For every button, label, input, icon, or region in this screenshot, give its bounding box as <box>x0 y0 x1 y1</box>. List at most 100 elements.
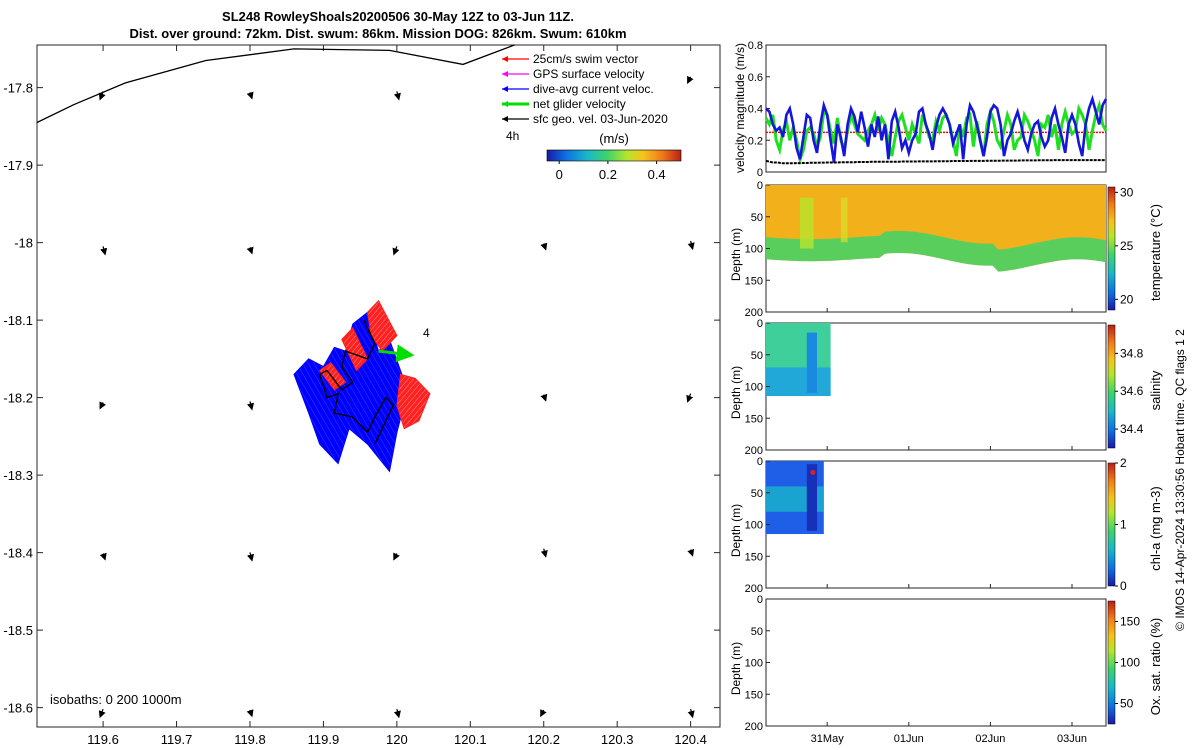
map-frame <box>36 44 721 728</box>
colorbar-tick-label: 25 <box>1120 239 1134 253</box>
map-y-tick-label: -18.4 <box>3 546 33 561</box>
colorbar-tick-label: 0.2 <box>599 167 617 182</box>
velocity-y-ticks: 0 0.2 0.4 0.6 0.8 <box>748 40 770 179</box>
geo-velocity-arrow <box>393 91 401 101</box>
map-x-tick-label: 120.2 <box>527 732 560 747</box>
depth-panel-salinity: 0 50 100 150 200 Depth (m) 34.4 34.6 34.8 salinit… <box>729 318 1163 457</box>
colorbar-salinity <box>1107 324 1116 449</box>
temperature-thermocline <box>766 230 1106 272</box>
time-axis-ticks: 31May 01Jun 02Jun 03Jun <box>811 733 1087 745</box>
colorbar-tick-label: 1 <box>1120 518 1127 532</box>
legend-label: 25cm/s swim vector <box>533 52 638 66</box>
depth-panel-oxygen: 0 50 100 150 200 Depth (m) 50 100 150 Ox. sat. ra… <box>729 594 1163 733</box>
colorbar-temperature <box>1107 186 1116 311</box>
depth-y-tick-label: 50 <box>751 488 763 500</box>
depth-y-tick-label: 150 <box>745 275 763 287</box>
coastline <box>36 44 515 124</box>
salinity-fresh-patch <box>806 332 817 393</box>
depth-panel-frame <box>765 598 1107 727</box>
geo-velocity-arrow <box>98 708 106 719</box>
depth-panel-chla: 0 50 100 150 200 Depth (m) 0 1 2 chl-a (mg m-3) <box>729 456 1163 595</box>
colorbar-tick-label: 0 <box>556 167 563 182</box>
geo-velocity-arrow <box>687 708 695 719</box>
track-map: 119.6 119.7 119.8 119.9 120 120.1 120.2 120.3 12… <box>3 44 721 747</box>
credit-text: © IMOS 14-Apr-2024 13:30:56 Hobart time.… <box>1173 329 1187 631</box>
colorbar-label-chla: chl-a (mg m-3) <box>1148 486 1163 571</box>
depth-y-tick-label: 50 <box>751 350 763 362</box>
geo-velocity-arrow <box>687 548 695 557</box>
geostrophic-velocity-series <box>765 159 1106 165</box>
velocity-y-tick-label: 0.4 <box>748 104 763 116</box>
depth-ylabel: Depth (m) <box>729 366 743 419</box>
legend-arrow-head <box>502 116 508 122</box>
map-y-tick-label: -17.8 <box>3 81 33 96</box>
depth-y-tick-label: 0 <box>757 318 763 330</box>
velocity-y-tick-label: 0.8 <box>748 40 763 52</box>
geo-velocity-arrow <box>540 393 548 402</box>
depth-panel-temperature: 0 50 100 150 200 Depth (m) 20 25 30 temperature (… <box>729 180 1163 319</box>
geo-velocity-arrow <box>687 75 694 84</box>
legend-label: net glider velocity <box>533 97 626 111</box>
depth-y-tick-label: 100 <box>745 520 763 532</box>
temperature-cool-patch <box>840 197 848 243</box>
depth-y-tick-label: 0 <box>757 456 763 468</box>
depth-y-tick-label: 50 <box>751 212 763 224</box>
chla-low-patch <box>806 464 817 531</box>
figure-subtitle: Dist. over ground: 72km. Dist. swum: 86k… <box>129 26 626 41</box>
map-x-tick-label: 120.1 <box>454 732 487 747</box>
geo-velocity-arrow <box>99 552 107 561</box>
depth-y-tick-label: 200 <box>745 445 763 457</box>
geo-velocity-arrow <box>686 393 694 403</box>
map-y-tick-label: -18.2 <box>3 391 33 406</box>
salinity-deep <box>766 367 831 397</box>
time-tick-label: 01Jun <box>894 733 924 745</box>
map-x-tick-label: 119.9 <box>308 732 340 747</box>
colorbar-tick-label: 50 <box>1120 697 1134 711</box>
colorbar-oxygen <box>1107 600 1116 725</box>
swim-vectors <box>396 373 431 430</box>
net-glider-velocity-series <box>764 99 1108 166</box>
depth-ylabel: Depth (m) <box>729 504 743 557</box>
speed-colorbar <box>546 149 682 162</box>
legend-arrow-head <box>502 86 508 92</box>
colorbar-label-salinity: salinity <box>1148 370 1163 410</box>
colorbar-tick-label: 34.4 <box>1120 422 1144 436</box>
depth-y-tick-label: 200 <box>745 721 763 733</box>
colorbar-label-temperature: temperature (°C) <box>1148 204 1163 301</box>
legend-arrow-head <box>502 101 508 107</box>
geo-velocity-arrow <box>393 552 400 561</box>
depth-y-tick-label: 150 <box>745 689 763 701</box>
net-glider-velocity-arrow <box>378 344 415 363</box>
geo-velocity-arrow <box>246 246 254 255</box>
geo-velocity-arrow <box>246 91 254 100</box>
depth-y-tick-label: 200 <box>745 307 763 319</box>
figure-title: SL248 RowleyShoals20200506 30-May 12Z to… <box>222 9 574 24</box>
time-tick-label: 02Jun <box>975 733 1005 745</box>
glider-track-line <box>318 319 395 445</box>
depth-y-tick-label: 150 <box>745 551 763 563</box>
colorbar-tick-label: 0 <box>1120 579 1127 593</box>
swim-vectors <box>318 362 347 391</box>
geostrophic-velocity-arrows <box>98 75 695 719</box>
colorbar-tick-label: 34.8 <box>1120 346 1144 360</box>
velocity-y-tick-label: 0 <box>757 167 763 179</box>
geo-velocity-arrow <box>540 548 548 558</box>
colorbar-tick-label: 34.6 <box>1120 384 1144 398</box>
colorbar-tick-label: 0.4 <box>648 167 666 182</box>
time-tick-label: 03Jun <box>1057 733 1087 745</box>
depth-y-tick-label: 200 <box>745 583 763 595</box>
map-y-ticks: -17.8 -17.9 -18 -18.1 -18.2 -18.3 -18.4 -18.5 -1… <box>3 81 720 716</box>
legend-label: sfc geo. vel. 03-Jun-2020 <box>533 112 668 126</box>
geo-velocity-arrow <box>99 401 106 410</box>
speed-colorbar-ticks: 0 0.2 0.4 <box>556 161 666 182</box>
geo-velocity-arrow <box>540 242 548 251</box>
map-y-tick-label: -18.6 <box>3 701 33 716</box>
depth-y-tick-label: 50 <box>751 626 763 638</box>
colorbar-tick-label: 20 <box>1120 292 1134 306</box>
chla-high-point <box>810 469 816 475</box>
depth-ylabel: Depth (m) <box>729 228 743 281</box>
map-y-tick-label: -17.9 <box>3 158 33 173</box>
geo-velocity-arrow <box>540 709 547 718</box>
